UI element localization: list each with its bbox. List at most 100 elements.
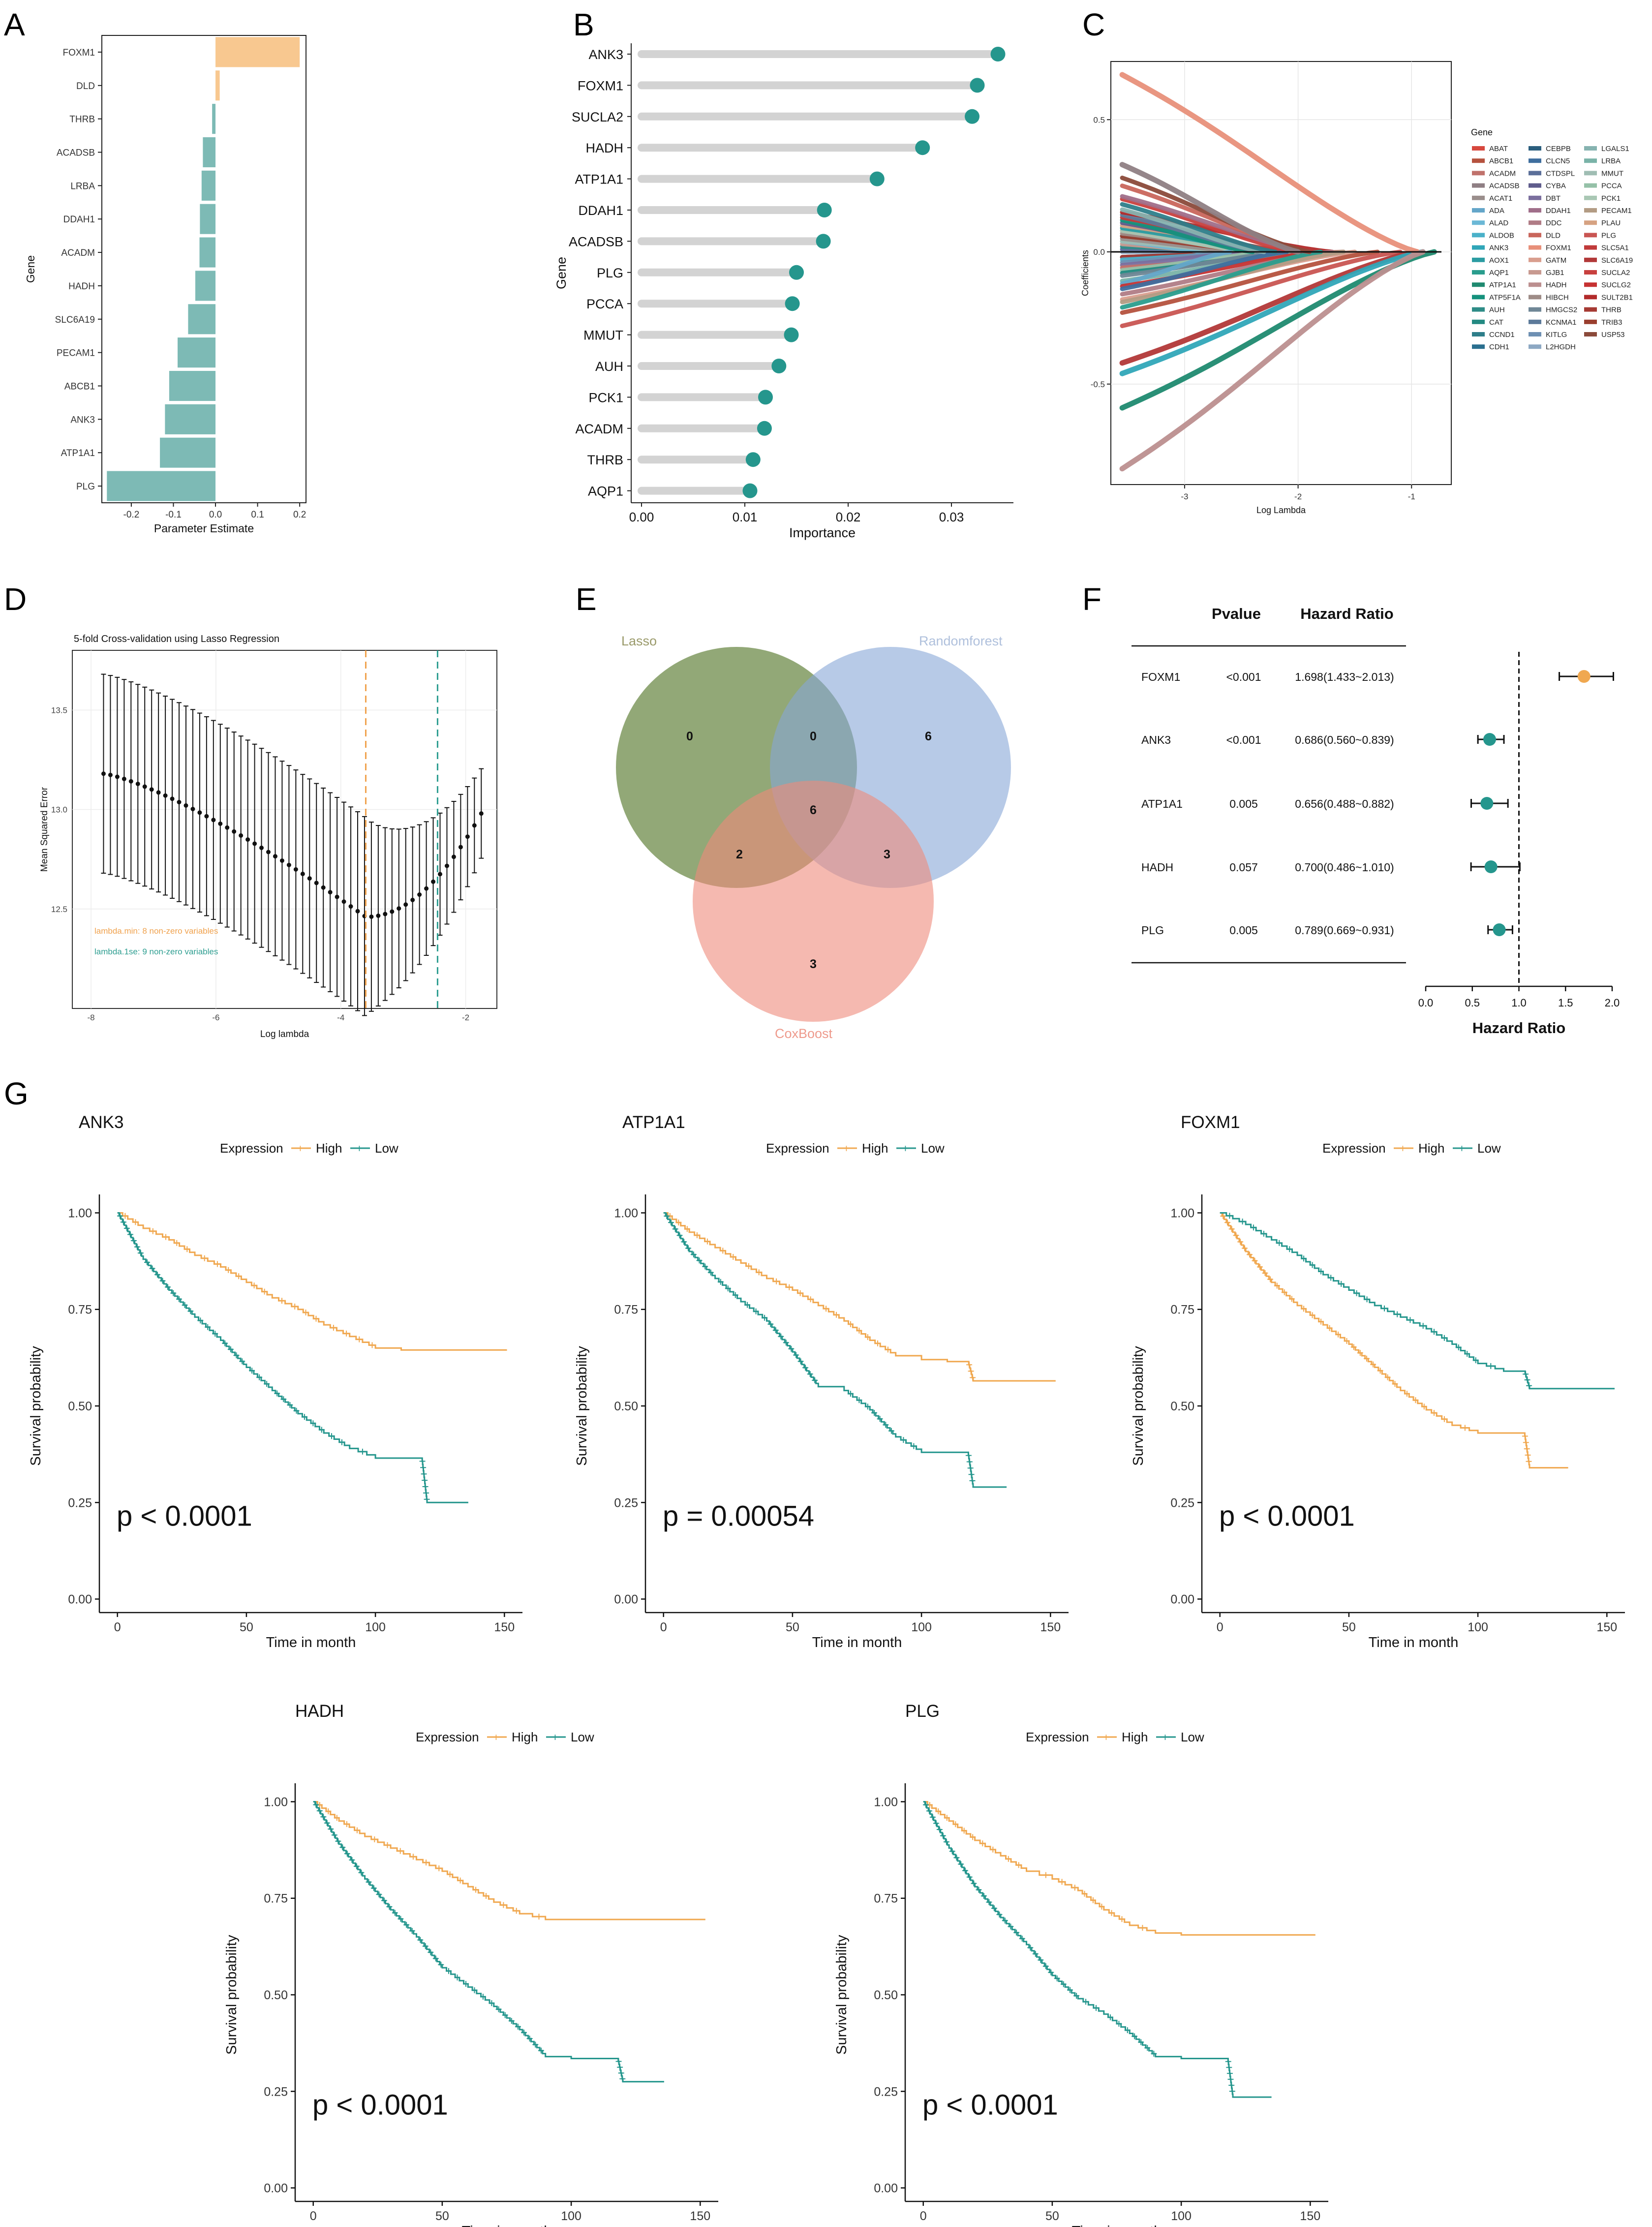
legend-label: PLG bbox=[1601, 231, 1616, 240]
censor-mark bbox=[885, 1346, 891, 1353]
x-tick-label: -8 bbox=[88, 1013, 95, 1022]
y-tick-label: DDAH1 bbox=[63, 214, 95, 225]
hr-point-foxm1 bbox=[1577, 670, 1591, 683]
km-title: ANK3 bbox=[79, 1113, 123, 1132]
y-tick-label: 0.75 bbox=[264, 1892, 288, 1906]
point-pcca bbox=[785, 296, 800, 311]
censor-mark bbox=[847, 1391, 854, 1397]
legend-label-low: Low bbox=[1181, 1730, 1204, 1744]
censor-mark bbox=[398, 1916, 404, 1922]
venn-count-rf-cox: 3 bbox=[884, 848, 890, 861]
y-tick-label: 0.00 bbox=[68, 1593, 92, 1607]
legend-key bbox=[1529, 195, 1541, 200]
row-hr-text: 0.686(0.560~0.839) bbox=[1295, 733, 1394, 746]
censor-mark bbox=[163, 1234, 169, 1240]
point-plg bbox=[789, 265, 804, 280]
legend-label: KITLG bbox=[1546, 331, 1567, 339]
point-mmut bbox=[784, 327, 799, 342]
point-aqp1 bbox=[742, 483, 758, 498]
censor-mark bbox=[980, 1893, 987, 1899]
mse-point bbox=[383, 912, 388, 916]
censor-mark bbox=[174, 1240, 180, 1246]
mse-point bbox=[424, 886, 429, 891]
censor-mark bbox=[150, 1228, 156, 1234]
censor-mark bbox=[316, 1808, 323, 1814]
x-tick-label: -0.2 bbox=[123, 510, 140, 520]
censor-mark bbox=[618, 2070, 624, 2076]
y-tick-label: HADH bbox=[68, 281, 95, 292]
legend-key bbox=[1529, 158, 1541, 163]
mse-point bbox=[245, 837, 250, 842]
y-tick-label: ACADSB bbox=[57, 148, 95, 158]
censor-mark bbox=[1229, 2088, 1235, 2094]
censor-mark bbox=[877, 1416, 883, 1422]
y-axis-title: Survival probability bbox=[834, 1935, 850, 2055]
censor-mark bbox=[149, 1265, 155, 1272]
panel-letter-b: B bbox=[573, 7, 594, 42]
censor-mark bbox=[704, 1238, 710, 1245]
censor-mark bbox=[227, 1346, 234, 1352]
censor-mark bbox=[1404, 1391, 1410, 1397]
panel-b-lollipop-chart: ANK3 FOXM1 SUCLA2 HADH ATP1A1 DDAH1 ACADSB PLG P… bbox=[554, 43, 1013, 540]
legend-label: ACADSB bbox=[1489, 182, 1520, 190]
censor-mark bbox=[303, 1310, 309, 1315]
censor-mark bbox=[331, 1832, 337, 1838]
censor-mark bbox=[521, 2029, 527, 2036]
y-tick-label: 0.50 bbox=[1170, 1400, 1194, 1413]
row-gene-hadh: HADH bbox=[1141, 861, 1173, 874]
venn-count-cox-only: 3 bbox=[810, 957, 817, 971]
bar-plg bbox=[107, 471, 216, 501]
x-tick-label: 100 bbox=[1468, 1620, 1488, 1634]
censor-mark bbox=[1526, 1382, 1532, 1389]
y-tick-label: 0.75 bbox=[614, 1303, 638, 1317]
mse-point bbox=[458, 845, 463, 850]
legend-key bbox=[1529, 245, 1541, 250]
censor-mark bbox=[923, 1801, 929, 1808]
censor-mark bbox=[1132, 2033, 1138, 2040]
censor-mark bbox=[617, 2064, 623, 2071]
legend-label: SLC6A19 bbox=[1601, 256, 1633, 265]
censor-mark bbox=[684, 1226, 690, 1232]
path-aqp1 bbox=[1120, 249, 1323, 310]
mse-point bbox=[177, 800, 182, 805]
legend-title: Gene bbox=[1471, 127, 1493, 137]
y-tick-label: HADH bbox=[585, 141, 623, 155]
censor-mark bbox=[778, 1333, 784, 1340]
legend-label: SUCLA2 bbox=[1601, 269, 1630, 277]
y-tick-label: ANK3 bbox=[70, 415, 95, 425]
legend-key bbox=[1529, 282, 1541, 287]
km-title: ATP1A1 bbox=[622, 1113, 685, 1132]
x-tick-label: 150 bbox=[690, 2209, 710, 2223]
censor-mark bbox=[1081, 1891, 1088, 1897]
legend-label: HIBCH bbox=[1546, 293, 1569, 302]
censor-mark bbox=[707, 1269, 714, 1276]
point-pck1 bbox=[758, 390, 773, 405]
legend-key bbox=[1584, 319, 1597, 324]
legend-key-low-mark: + bbox=[552, 1731, 558, 1743]
legend-label: ALAD bbox=[1489, 219, 1508, 227]
y-tick-label: DDAH1 bbox=[578, 203, 623, 218]
censor-mark bbox=[338, 1439, 345, 1445]
legend-label-low: Low bbox=[1477, 1141, 1501, 1156]
censor-mark bbox=[1108, 1910, 1115, 1916]
mse-point bbox=[369, 914, 374, 919]
mse-point bbox=[149, 787, 154, 792]
legend-label-low: Low bbox=[375, 1141, 398, 1156]
mse-point bbox=[128, 779, 133, 784]
x-tick-label: 0.03 bbox=[939, 510, 964, 524]
km-plot-plg: 0.00 0.25 0.50 0.75 1.00 0 50 100 150 Time in mon… bbox=[834, 1702, 1328, 2227]
legend-label: LRBA bbox=[1601, 157, 1621, 165]
censor-mark bbox=[991, 1905, 997, 1912]
path-lgals1 bbox=[1120, 207, 1266, 254]
legend-key bbox=[1472, 319, 1485, 324]
censor-mark bbox=[132, 1219, 139, 1225]
censor-mark bbox=[966, 1362, 973, 1368]
point-ank3 bbox=[990, 47, 1006, 61]
legend-key bbox=[1472, 171, 1485, 176]
legend-label: AUH bbox=[1489, 306, 1505, 314]
legend-key-high-mark: + bbox=[297, 1142, 304, 1155]
km-plot-foxm1: 0.00 0.25 0.50 0.75 1.00 0 50 100 150 Time in mon… bbox=[1131, 1113, 1625, 1650]
censor-mark bbox=[1054, 1975, 1060, 1982]
censor-mark bbox=[767, 1321, 774, 1327]
censor-mark bbox=[127, 1231, 133, 1238]
